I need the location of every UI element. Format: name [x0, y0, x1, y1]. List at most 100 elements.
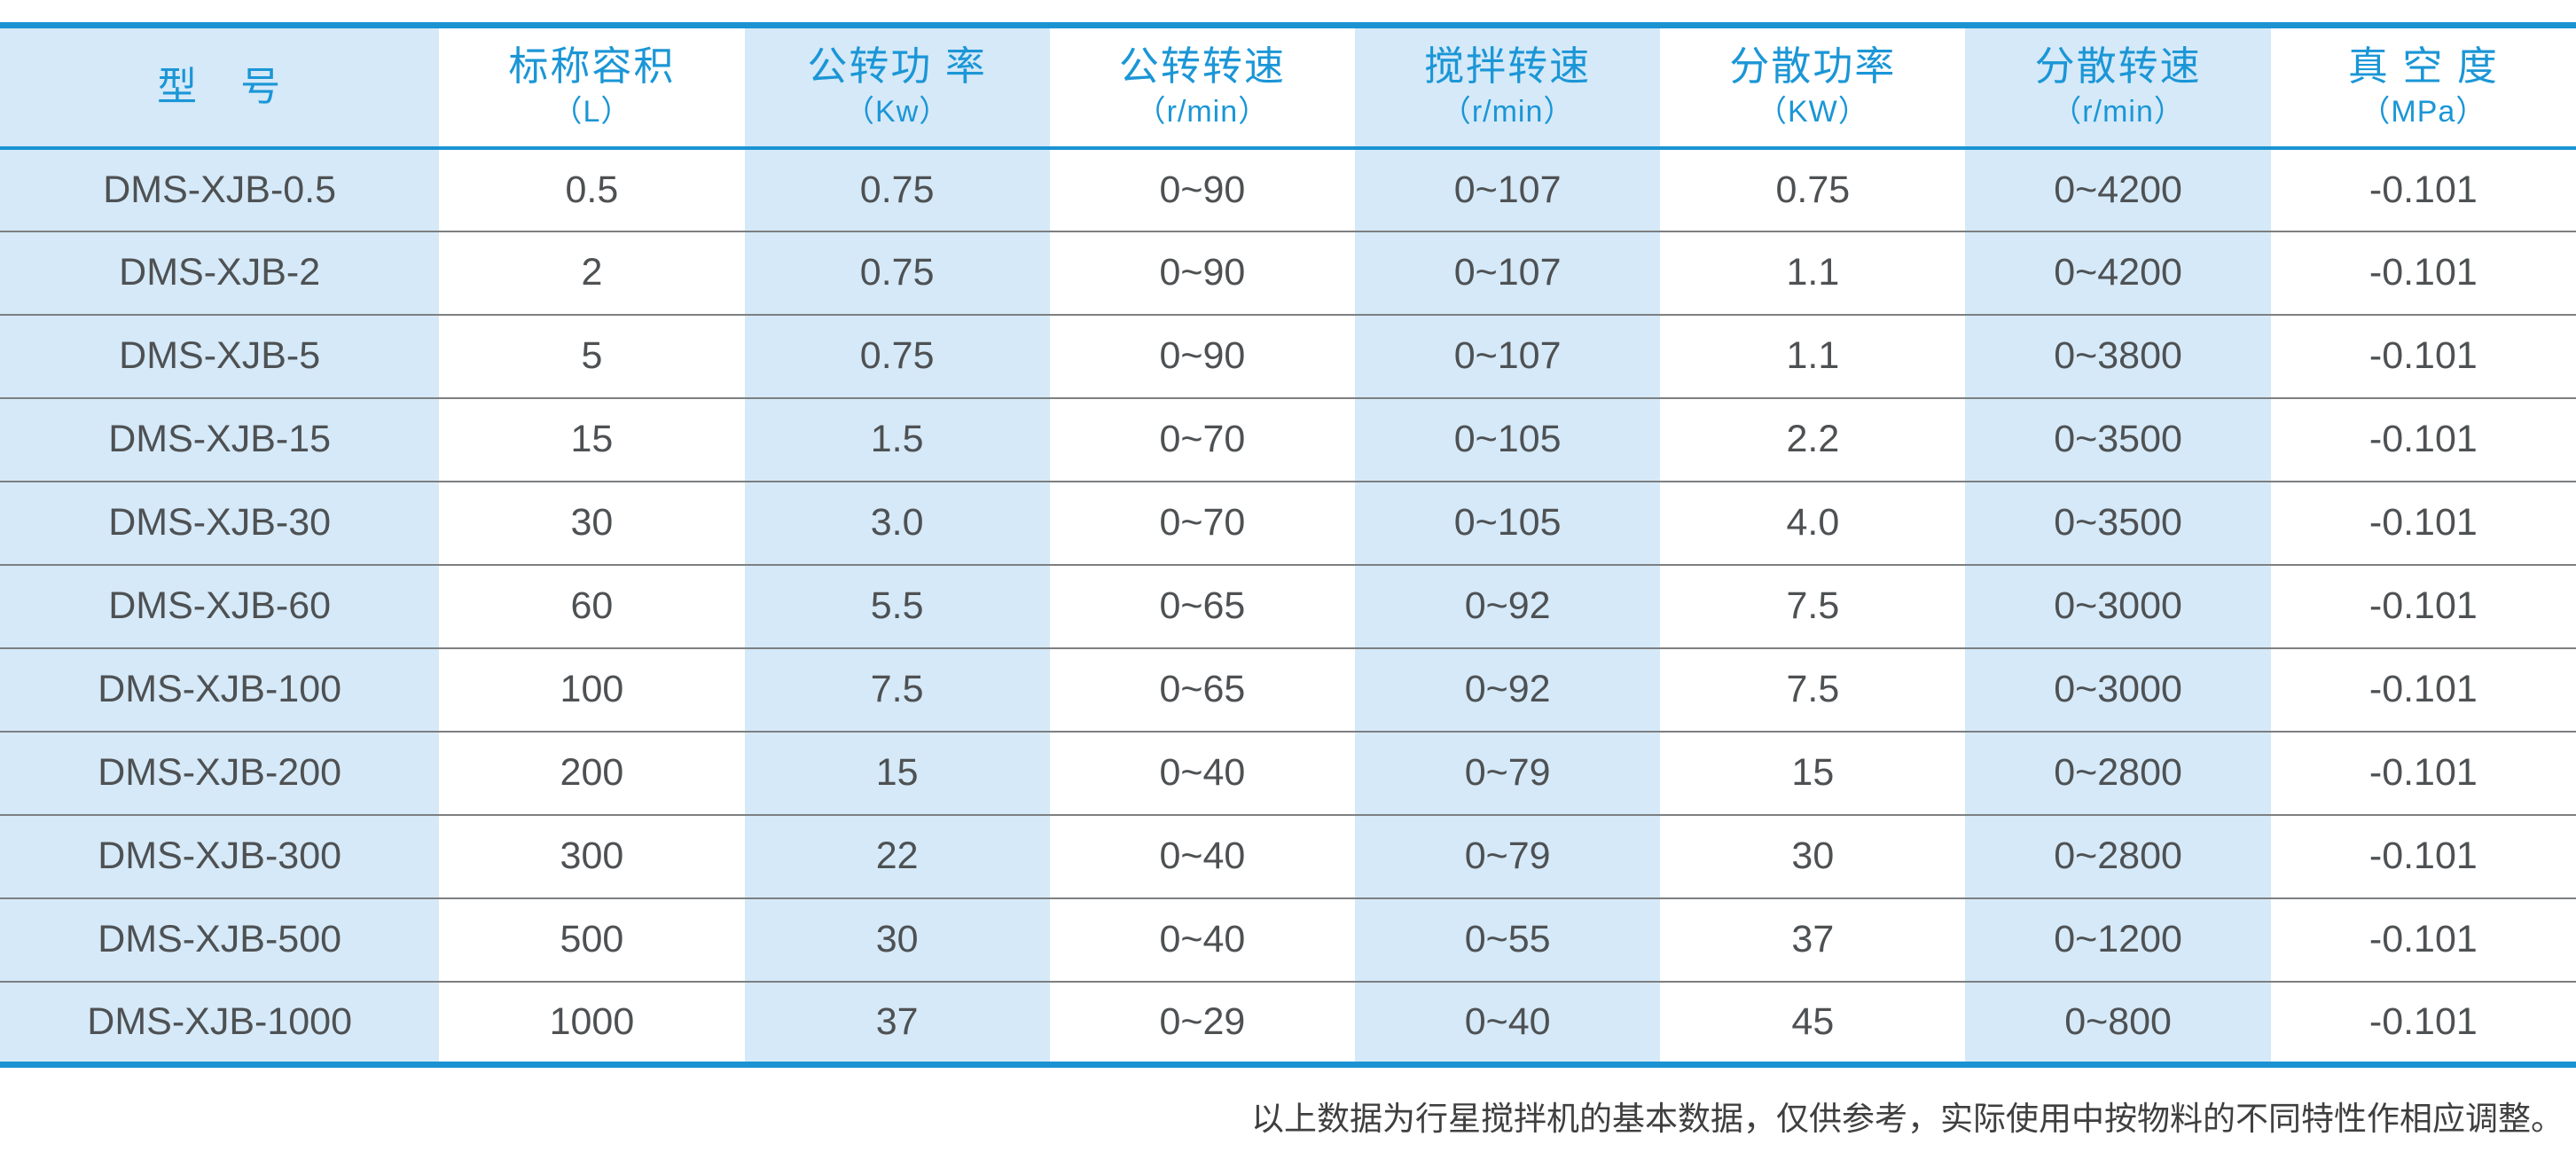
table-row: DMS-XJB-100 100 7.5 0~65 0~92 7.5 0~3000 -0.101: [0, 647, 2576, 732]
spec-value-cell: 0~29: [1049, 981, 1355, 1065]
spec-value-cell: 0~107: [1355, 314, 1661, 398]
col-header-title: 公转转速: [1118, 43, 1286, 90]
spec-value-cell: 300: [439, 814, 745, 898]
model-cell: DMS-XJB-5: [0, 314, 440, 398]
spec-value-cell: 0~3800: [1965, 314, 2271, 398]
spec-value-cell: 1000: [439, 981, 745, 1065]
spec-value-cell: 1.1: [1660, 231, 1966, 315]
col-header-stirring-speed: 搅拌转速 （r/min）: [1355, 25, 1661, 148]
spec-value-cell: 37: [744, 981, 1050, 1065]
col-header-revolution-power: 公转功 率 （Kw）: [744, 25, 1050, 148]
spec-value-cell: 0~105: [1355, 481, 1661, 565]
spec-value-cell: 7.5: [744, 647, 1050, 732]
spec-value-cell: -0.101: [2270, 981, 2576, 1065]
spec-value-cell: -0.101: [2270, 231, 2576, 315]
col-header-unit: （KW）: [1756, 95, 1869, 129]
spec-value-cell: -0.101: [2270, 647, 2576, 732]
spec-value-cell: 0~79: [1355, 731, 1661, 815]
spec-value-cell: 30: [1660, 814, 1966, 898]
table-row: DMS-XJB-2 2 0.75 0~90 0~107 1.1 0~4200 -0.101: [0, 231, 2576, 315]
spec-table-header: 型 号 标称容积 （L） 公转功 率 （Kw） 公转转速 （r/min） 搅拌转…: [0, 25, 2576, 148]
col-header-title: 标称容积: [508, 43, 676, 90]
spec-value-cell: 0~40: [1049, 814, 1355, 898]
table-row: DMS-XJB-300 300 22 0~40 0~79 30 0~2800 -0.101: [0, 814, 2576, 898]
spec-value-cell: 0~107: [1355, 147, 1661, 231]
col-header-dispersion-power: 分散功率 （KW）: [1660, 25, 1966, 148]
model-cell: DMS-XJB-500: [0, 897, 440, 982]
spec-value-cell: 5.5: [744, 564, 1050, 648]
spec-value-cell: 7.5: [1660, 647, 1966, 732]
table-row: DMS-XJB-0.5 0.5 0.75 0~90 0~107 0.75 0~4200 -0.…: [0, 147, 2576, 231]
spec-value-cell: 0~79: [1355, 814, 1661, 898]
spec-value-cell: 1.5: [744, 397, 1050, 482]
model-cell: DMS-XJB-30: [0, 481, 440, 565]
footnote-text: 以上数据为行星搅拌机的基本数据，仅供参考，实际使用中按物料的不同特性作相应调整。: [1251, 1100, 2564, 1138]
spec-value-cell: 0~90: [1049, 147, 1355, 231]
spec-value-cell: 37: [1660, 897, 1966, 982]
spec-value-cell: 2: [439, 231, 745, 315]
table-row: DMS-XJB-5 5 0.75 0~90 0~107 1.1 0~3800 -0.101: [0, 314, 2576, 398]
spec-value-cell: 500: [439, 897, 745, 982]
spec-value-cell: 7.5: [1660, 564, 1966, 648]
spec-value-cell: 0~65: [1049, 564, 1355, 648]
spec-value-cell: 0~70: [1049, 481, 1355, 565]
spec-value-cell: 100: [439, 647, 745, 732]
spec-value-cell: 0~3500: [1965, 481, 2271, 565]
spec-value-cell: -0.101: [2270, 481, 2576, 565]
spec-value-cell: 0~4200: [1965, 231, 2271, 315]
spec-value-cell: 0~92: [1355, 564, 1661, 648]
model-cell: DMS-XJB-60: [0, 564, 440, 648]
spec-value-cell: 0~90: [1049, 314, 1355, 398]
spec-value-cell: -0.101: [2270, 814, 2576, 898]
col-header-title: 分散转速: [2034, 43, 2202, 90]
spec-value-cell: 5: [439, 314, 745, 398]
spec-value-cell: 0~90: [1049, 231, 1355, 315]
table-row: DMS-XJB-60 60 5.5 0~65 0~92 7.5 0~3000 -0.101: [0, 564, 2576, 648]
col-header-unit: （L）: [552, 95, 632, 129]
spec-value-cell: 60: [439, 564, 745, 648]
model-cell: DMS-XJB-1000: [0, 981, 440, 1065]
spec-value-cell: 30: [744, 897, 1050, 982]
spec-value-cell: -0.101: [2270, 147, 2576, 231]
spec-value-cell: 0~40: [1049, 731, 1355, 815]
model-cell: DMS-XJB-2: [0, 231, 440, 315]
spec-value-cell: 0~107: [1355, 231, 1661, 315]
spec-value-cell: -0.101: [2270, 314, 2576, 398]
spec-table-body: DMS-XJB-0.5 0.5 0.75 0~90 0~107 0.75 0~4200 -0.…: [0, 147, 2576, 1065]
spec-value-cell: 0~3000: [1965, 564, 2271, 648]
spec-value-cell: 0~70: [1049, 397, 1355, 482]
col-header-title: 真 空 度: [2347, 43, 2499, 90]
spec-table: 型 号 标称容积 （L） 公转功 率 （Kw） 公转转速 （r/min） 搅拌转…: [0, 22, 2576, 1068]
spec-value-cell: -0.101: [2270, 397, 2576, 482]
col-header-unit: （r/min）: [1440, 95, 1575, 129]
spec-value-cell: -0.101: [2270, 731, 2576, 815]
col-header-dispersion-speed: 分散转速 （r/min）: [1965, 25, 2271, 148]
spec-value-cell: 15: [1660, 731, 1966, 815]
spec-value-cell: -0.101: [2270, 897, 2576, 982]
spec-value-cell: 3.0: [744, 481, 1050, 565]
col-header-title: 型 号: [157, 64, 283, 110]
col-header-revolution-speed: 公转转速 （r/min）: [1049, 25, 1355, 148]
spec-value-cell: 45: [1660, 981, 1966, 1065]
spec-value-cell: 22: [744, 814, 1050, 898]
model-cell: DMS-XJB-300: [0, 814, 440, 898]
col-header-title: 搅拌转速: [1424, 43, 1592, 90]
spec-value-cell: 0.75: [744, 231, 1050, 315]
spec-value-cell: 0~4200: [1965, 147, 2271, 231]
spec-value-cell: 4.0: [1660, 481, 1966, 565]
spec-value-cell: 0~92: [1355, 647, 1661, 732]
model-cell: DMS-XJB-100: [0, 647, 440, 732]
col-header-model: 型 号: [0, 25, 440, 148]
col-header-nominal-volume: 标称容积 （L）: [439, 25, 745, 148]
table-row: DMS-XJB-1000 1000 37 0~29 0~40 45 0~800 -0.101: [0, 981, 2576, 1065]
spec-value-cell: 0~65: [1049, 647, 1355, 732]
spec-value-cell: 0.75: [744, 147, 1050, 231]
spec-value-cell: 0~105: [1355, 397, 1661, 482]
spec-value-cell: 0~3000: [1965, 647, 2271, 732]
spec-value-cell: 0~1200: [1965, 897, 2271, 982]
model-cell: DMS-XJB-15: [0, 397, 440, 482]
table-row: DMS-XJB-200 200 15 0~40 0~79 15 0~2800 -0.101: [0, 731, 2576, 815]
spec-value-cell: 0~3500: [1965, 397, 2271, 482]
model-cell: DMS-XJB-0.5: [0, 147, 440, 231]
